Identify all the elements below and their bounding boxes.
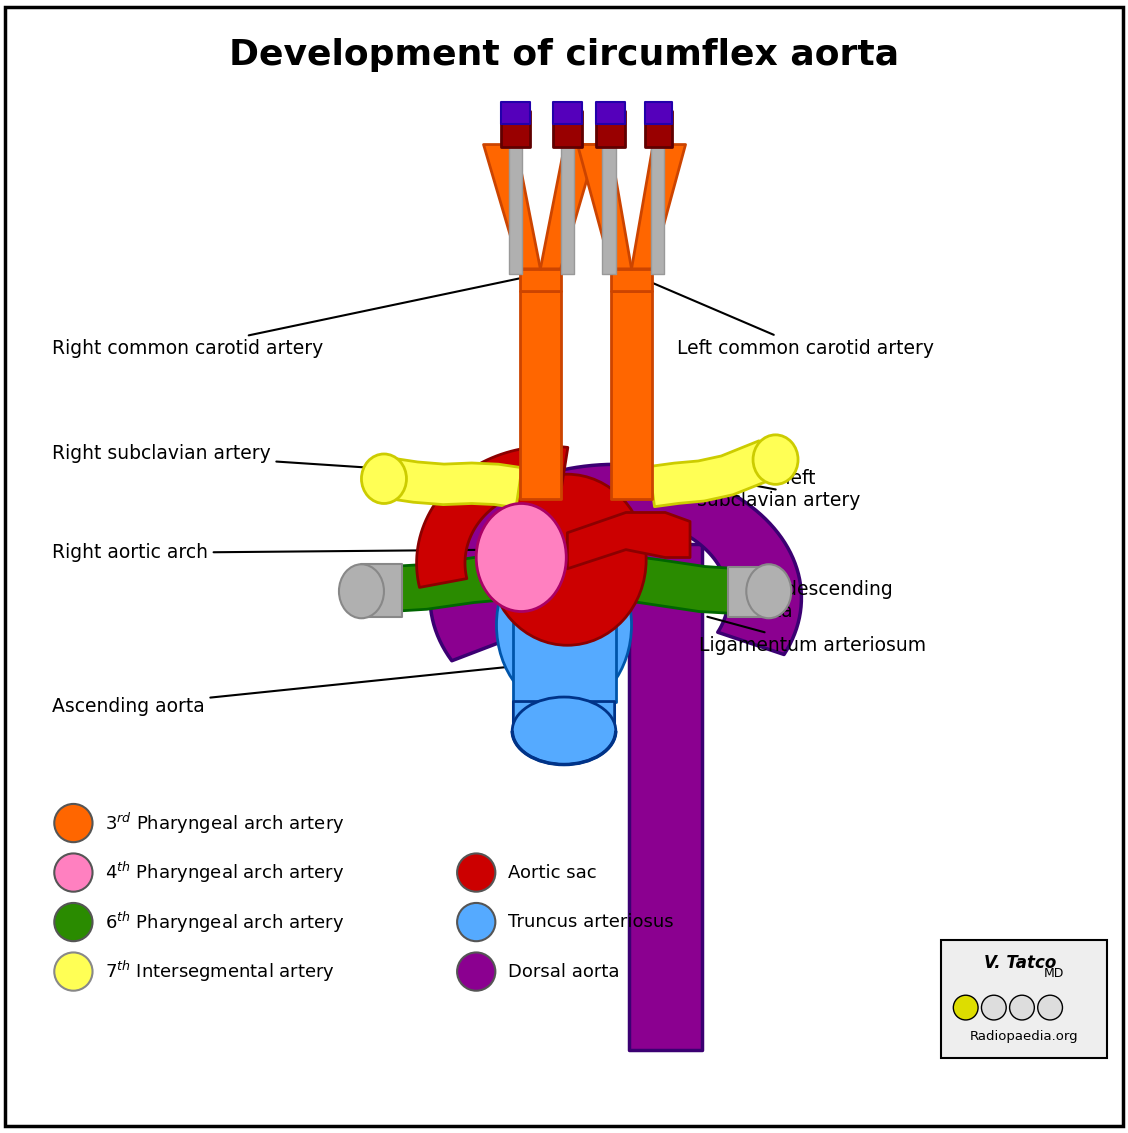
Polygon shape xyxy=(611,291,652,499)
Polygon shape xyxy=(501,111,530,147)
Polygon shape xyxy=(651,144,664,274)
Text: Aortic sac: Aortic sac xyxy=(508,863,597,881)
Polygon shape xyxy=(540,145,597,269)
Polygon shape xyxy=(509,144,522,274)
Text: MD: MD xyxy=(1043,968,1064,980)
Text: Truncus arteriosus: Truncus arteriosus xyxy=(508,913,673,931)
Polygon shape xyxy=(416,446,567,587)
Text: Left common carotid artery: Left common carotid artery xyxy=(642,279,934,358)
Text: 3$^{rd}$ Pharyngeal arch artery: 3$^{rd}$ Pharyngeal arch artery xyxy=(105,810,344,836)
Circle shape xyxy=(54,903,92,942)
Text: Dorsal aorta: Dorsal aorta xyxy=(508,963,619,980)
Text: Right aortic arch: Right aortic arch xyxy=(52,544,503,562)
FancyBboxPatch shape xyxy=(941,940,1108,1058)
Text: Ascending aorta: Ascending aorta xyxy=(52,665,530,716)
Text: Left descending
aorta: Left descending aorta xyxy=(704,574,892,621)
Circle shape xyxy=(981,995,1006,1020)
Text: 6$^{th}$ Pharyngeal arch artery: 6$^{th}$ Pharyngeal arch artery xyxy=(105,910,344,935)
Polygon shape xyxy=(484,145,540,269)
Circle shape xyxy=(54,853,92,892)
Polygon shape xyxy=(645,111,672,147)
Polygon shape xyxy=(520,291,561,499)
Circle shape xyxy=(54,953,92,990)
Text: V. Tatco: V. Tatco xyxy=(984,954,1056,972)
Ellipse shape xyxy=(496,540,632,709)
Polygon shape xyxy=(389,553,739,614)
Ellipse shape xyxy=(754,435,797,485)
Text: Radiopaedia.org: Radiopaedia.org xyxy=(970,1030,1078,1043)
Text: Right subclavian artery: Right subclavian artery xyxy=(52,444,449,472)
Polygon shape xyxy=(578,145,632,269)
Polygon shape xyxy=(629,544,703,1050)
Circle shape xyxy=(457,903,495,942)
Polygon shape xyxy=(729,566,769,617)
Polygon shape xyxy=(513,701,615,763)
Circle shape xyxy=(457,853,495,892)
Polygon shape xyxy=(596,102,625,125)
Ellipse shape xyxy=(361,454,406,503)
Text: Aberrant left
subclavian artery: Aberrant left subclavian artery xyxy=(697,469,861,511)
Polygon shape xyxy=(501,102,530,125)
Polygon shape xyxy=(645,102,672,125)
Ellipse shape xyxy=(488,475,646,646)
Polygon shape xyxy=(611,269,652,291)
Polygon shape xyxy=(553,102,582,125)
Text: Right common carotid artery: Right common carotid artery xyxy=(52,278,522,358)
Polygon shape xyxy=(513,623,616,701)
Polygon shape xyxy=(649,441,774,506)
Polygon shape xyxy=(430,465,801,661)
Text: Ligamentum arteriosum: Ligamentum arteriosum xyxy=(699,616,926,655)
Polygon shape xyxy=(632,145,686,269)
Ellipse shape xyxy=(747,564,792,619)
Polygon shape xyxy=(602,144,616,274)
Polygon shape xyxy=(361,564,402,617)
Text: 7$^{th}$ Intersegmental artery: 7$^{th}$ Intersegmental artery xyxy=(105,959,335,985)
Text: Development of circumflex aorta: Development of circumflex aorta xyxy=(229,37,899,71)
Polygon shape xyxy=(567,512,690,569)
Ellipse shape xyxy=(476,503,566,612)
Circle shape xyxy=(1010,995,1034,1020)
Circle shape xyxy=(1038,995,1063,1020)
Polygon shape xyxy=(596,111,625,147)
Circle shape xyxy=(457,953,495,990)
Ellipse shape xyxy=(338,564,384,619)
Polygon shape xyxy=(390,459,522,508)
Polygon shape xyxy=(553,111,582,147)
Polygon shape xyxy=(561,144,574,274)
Ellipse shape xyxy=(512,697,616,765)
Text: 4$^{th}$ Pharyngeal arch artery: 4$^{th}$ Pharyngeal arch artery xyxy=(105,860,344,885)
Circle shape xyxy=(54,804,92,842)
Polygon shape xyxy=(520,269,561,291)
Circle shape xyxy=(953,995,978,1020)
